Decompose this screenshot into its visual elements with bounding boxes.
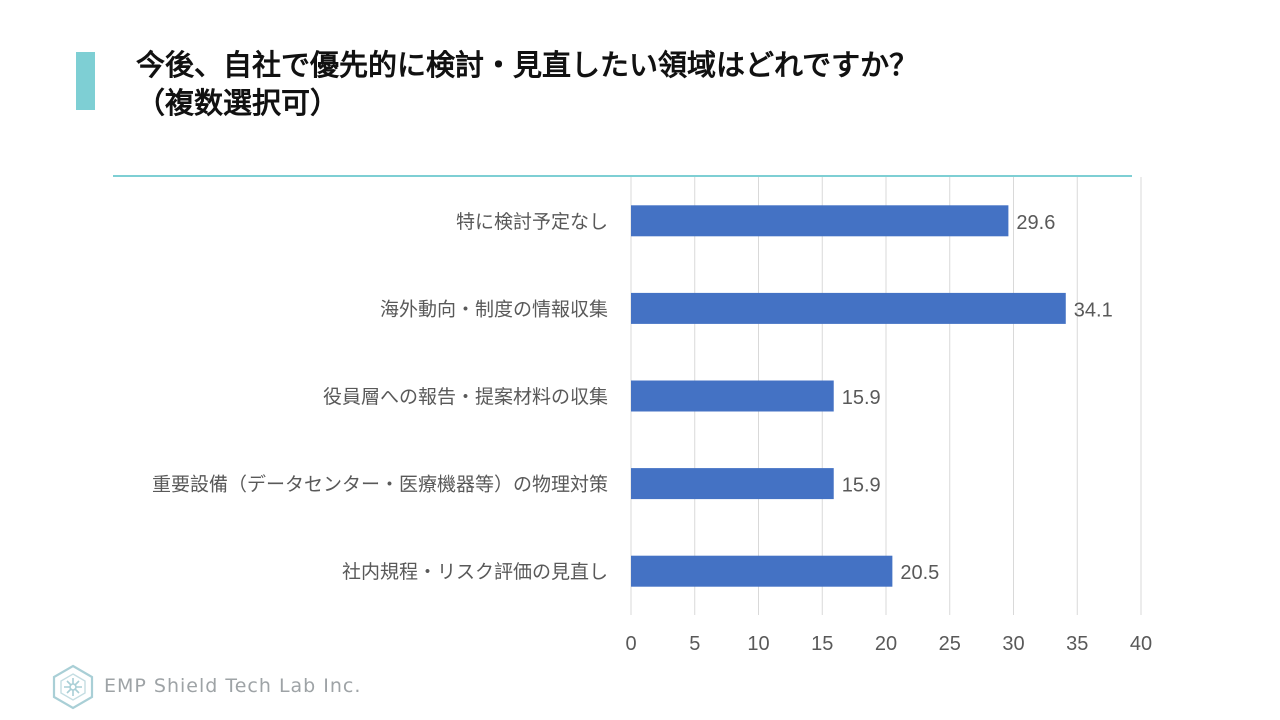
data-label: 20.5 — [900, 562, 939, 584]
page-title: 今後、自社で優先的に検討・見直したい領域はどれですか？ （複数選択可） — [136, 48, 919, 120]
category-label: 役員層への報告・提案材料の収集 — [323, 386, 608, 408]
title-accent-bar — [76, 52, 95, 110]
x-tick-label: 20 — [875, 633, 897, 655]
x-tick-label: 40 — [1130, 633, 1152, 655]
data-label: 29.6 — [1016, 212, 1055, 234]
emp-shield-logo-icon — [52, 664, 94, 710]
x-tick-label: 5 — [689, 633, 700, 655]
bar — [631, 205, 1009, 237]
title-divider — [113, 175, 1132, 177]
x-tick-label: 25 — [939, 633, 961, 655]
x-tick-label: 15 — [811, 633, 833, 655]
bar — [631, 292, 1066, 324]
x-tick-label: 10 — [747, 633, 769, 655]
bar — [631, 468, 834, 500]
category-label: 社内規程・リスク評価の見直し — [342, 561, 608, 583]
data-label: 15.9 — [842, 475, 881, 497]
x-tick-label: 0 — [625, 633, 636, 655]
bar — [631, 555, 893, 587]
footer-company-name: EMP Shield Tech Lab Inc. — [104, 675, 362, 697]
category-label: 海外動向・制度の情報収集 — [380, 298, 608, 320]
category-label: 特に検討予定なし — [456, 211, 608, 233]
data-label: 15.9 — [842, 387, 881, 409]
x-tick-label: 35 — [1066, 633, 1088, 655]
category-label: 重要設備（データセンター・医療機器等）の物理対策 — [152, 474, 608, 496]
x-tick-label: 30 — [1002, 633, 1024, 655]
bar — [631, 380, 834, 412]
data-label: 34.1 — [1074, 299, 1113, 321]
